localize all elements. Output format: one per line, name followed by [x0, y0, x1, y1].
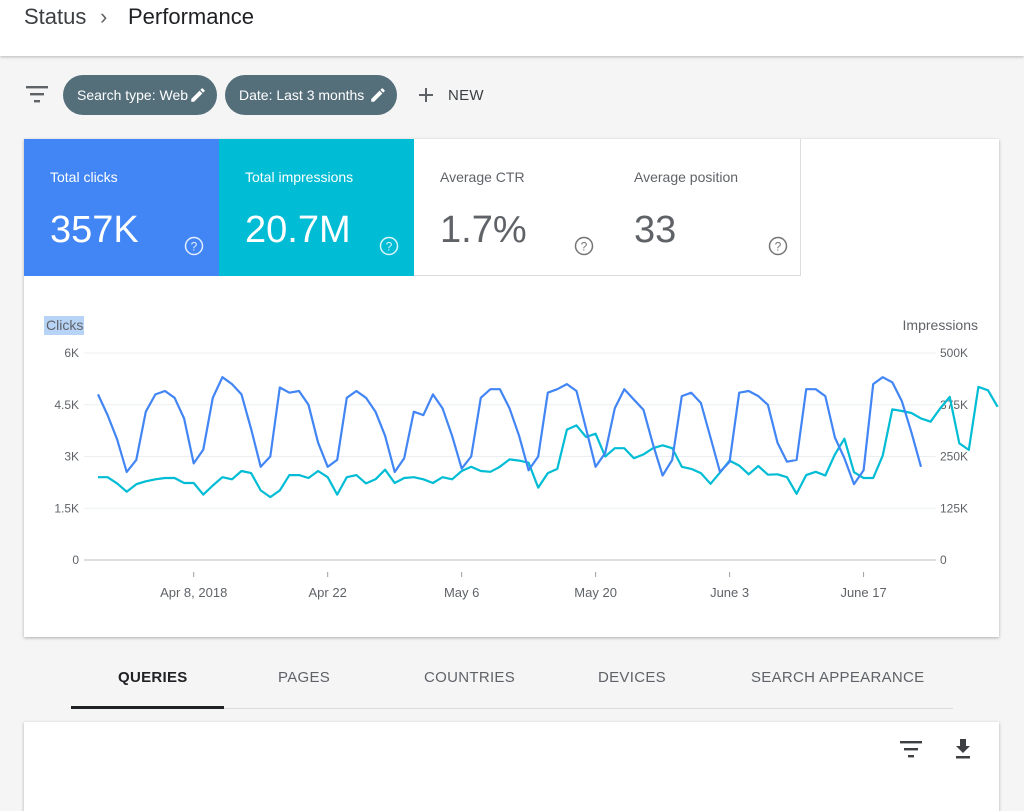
performance-chart-card: Total clicks 357K ? Total impressions 20… — [24, 139, 999, 637]
filter-icon[interactable] — [26, 84, 48, 104]
svg-text:?: ? — [581, 240, 588, 254]
x-tick-label: June 17 — [840, 585, 886, 600]
active-tab-indicator — [71, 706, 224, 709]
page-title: Performance — [128, 4, 254, 29]
chip-label: Search type: Web — [77, 87, 189, 103]
breadcrumb-separator: › — [100, 4, 108, 29]
metric-average-ctr[interactable]: Average CTR 1.7% ? — [414, 139, 609, 276]
tab-queries[interactable]: QUERIES — [118, 669, 188, 686]
tab-search-appearance[interactable]: SEARCH APPEARANCE — [751, 669, 925, 686]
x-tick-label: May 20 — [574, 585, 617, 600]
left-tick-label: 3K — [64, 450, 79, 464]
left-axis-title: Clicks — [46, 317, 83, 333]
chip-label: Date: Last 3 months — [239, 87, 365, 103]
help-icon[interactable]: ? — [379, 236, 399, 256]
svg-text:?: ? — [386, 240, 393, 254]
metric-average-position[interactable]: Average position 33 ? — [608, 139, 801, 276]
new-filter-button[interactable]: NEW — [414, 80, 484, 110]
top-header: Status › Performance — [0, 0, 1024, 56]
metric-value: 1.7% — [440, 209, 527, 251]
new-filter-label: NEW — [448, 86, 484, 104]
svg-text:?: ? — [775, 240, 782, 254]
x-tick-label: May 6 — [444, 585, 479, 600]
text-selection-highlight — [44, 316, 84, 335]
edit-icon — [371, 88, 385, 102]
edit-icon — [191, 88, 205, 102]
x-tick-label: June 3 — [710, 585, 749, 600]
impressions-series-line — [98, 385, 999, 499]
metric-total-impressions[interactable]: Total impressions 20.7M ? — [219, 139, 414, 276]
left-tick-label: 1.5K — [54, 501, 79, 515]
tab-pages[interactable]: PAGES — [278, 669, 331, 686]
search-type-chip[interactable]: Search type: Web — [63, 75, 217, 115]
plus-icon — [419, 88, 433, 102]
left-tick-label: 6K — [64, 346, 79, 360]
date-range-chip[interactable]: Date: Last 3 months — [225, 75, 397, 115]
metric-value: 357K — [50, 209, 139, 251]
breadcrumb-status[interactable]: Status — [24, 4, 87, 29]
clicks-series-line — [97, 376, 923, 486]
x-tick-label: Apr 22 — [309, 585, 347, 600]
tab-devices[interactable]: DEVICES — [598, 669, 666, 686]
right-tick-label: 0 — [940, 553, 947, 567]
metric-label: Average CTR — [440, 169, 525, 185]
queries-table-card — [24, 722, 999, 811]
metric-total-clicks[interactable]: Total clicks 357K ? — [24, 139, 219, 276]
metric-label: Total clicks — [50, 169, 118, 185]
help-icon[interactable]: ? — [574, 236, 594, 256]
metric-label: Average position — [634, 169, 739, 185]
right-tick-label: 250K — [940, 450, 968, 464]
metric-value: 20.7M — [245, 209, 351, 251]
left-tick-label: 0 — [72, 553, 79, 567]
table-filter-icon[interactable] — [900, 739, 922, 759]
help-icon[interactable]: ? — [768, 236, 788, 256]
metric-label: Total impressions — [245, 169, 354, 185]
metric-value: 33 — [634, 209, 677, 251]
right-axis-title: Impressions — [903, 317, 978, 333]
svg-text:?: ? — [191, 240, 198, 254]
tab-countries[interactable]: COUNTRIES — [424, 669, 516, 686]
left-tick-label: 4.5K — [54, 398, 79, 412]
right-tick-label: 500K — [940, 346, 968, 360]
report-tabs: QUERIES PAGES COUNTRIES DEVICES SEARCH A… — [71, 655, 953, 709]
right-tick-label: 125K — [940, 501, 968, 515]
download-icon[interactable] — [951, 736, 975, 762]
x-tick-label: Apr 8, 2018 — [160, 585, 227, 600]
help-icon[interactable]: ? — [184, 236, 204, 256]
